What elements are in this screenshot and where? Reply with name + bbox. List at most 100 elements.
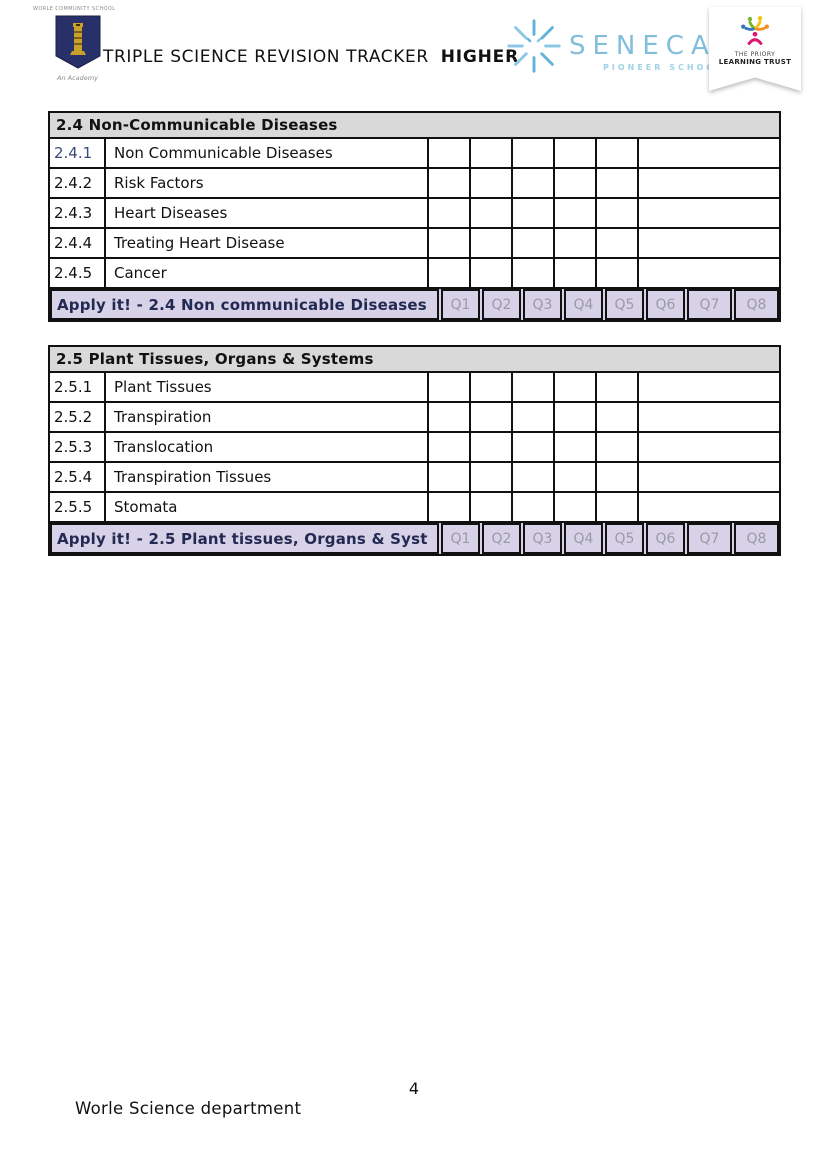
tracker-cell (513, 199, 555, 227)
tracker-cell (597, 169, 639, 197)
question-box-q5: Q5 (605, 523, 644, 554)
tracker-cell (555, 493, 597, 521)
question-box-q6: Q6 (646, 523, 685, 554)
topic-number: 2.5.3 (50, 433, 106, 461)
apply-it-row-2-4: Apply it! - 2.4 Non communicable Disease… (50, 289, 779, 320)
tracker-cell (429, 373, 471, 401)
tracker-row: 2.4.4 Treating Heart Disease (50, 229, 779, 259)
topic-name: Heart Diseases (106, 199, 429, 227)
page-number: 4 (408, 1079, 420, 1098)
page-title: TRIPLE SCIENCE REVISION TRACKER HIGHER (103, 47, 519, 67)
topic-number: 2.5.2 (50, 403, 106, 431)
tracker-row: 2.4.2 Risk Factors (50, 169, 779, 199)
tracker-cell-wide (639, 169, 779, 197)
topic-number: 2.5.5 (50, 493, 106, 521)
tracker-cell (429, 139, 471, 167)
question-box-q1: Q1 (441, 523, 480, 554)
tracker-cell (471, 493, 513, 521)
section-header-2-5: 2.5 Plant Tissues, Organs & Systems (50, 347, 779, 373)
topic-name: Risk Factors (106, 169, 429, 197)
tracker-row: 2.4.5 Cancer (50, 259, 779, 289)
tracker-cell (555, 259, 597, 287)
question-box-q2: Q2 (482, 289, 521, 320)
school-crest-icon (30, 15, 125, 73)
tracker-cell (471, 259, 513, 287)
tracker-row: 2.5.1 Plant Tissues (50, 373, 779, 403)
topic-number: 2.4.3 (50, 199, 106, 227)
seneca-starburst-icon (503, 15, 565, 81)
section-header-2-4: 2.4 Non-Communicable Diseases (50, 113, 779, 139)
tracker-table-2-5: 2.5 Plant Tissues, Organs & Systems 2.5.… (48, 345, 781, 556)
tracker-cell (513, 139, 555, 167)
tracker-row: 2.5.3 Translocation (50, 433, 779, 463)
tracker-cell (471, 433, 513, 461)
seneca-subtitle: PIONEER SCHOOL (603, 63, 725, 72)
topic-name: Cancer (106, 259, 429, 287)
question-box-q2: Q2 (482, 523, 521, 554)
question-box-q1: Q1 (441, 289, 480, 320)
tracker-cell (513, 169, 555, 197)
topic-number: 2.4.1 (50, 139, 106, 167)
tracker-cell (513, 433, 555, 461)
tracker-cell (555, 403, 597, 431)
tracker-cell (555, 139, 597, 167)
question-box-q5: Q5 (605, 289, 644, 320)
tracker-cell (597, 259, 639, 287)
question-box-q7: Q7 (687, 523, 732, 554)
tracker-cell (429, 403, 471, 431)
tracker-row: 2.4.1 Non Communicable Diseases (50, 139, 779, 169)
tracker-cell (555, 433, 597, 461)
topic-number: 2.4.5 (50, 259, 106, 287)
question-box-q3: Q3 (523, 523, 562, 554)
topic-name: Non Communicable Diseases (106, 139, 429, 167)
tracker-cell (513, 259, 555, 287)
tracker-row: 2.5.2 Transpiration (50, 403, 779, 433)
tracker-cell-wide (639, 373, 779, 401)
tracker-cell-wide (639, 433, 779, 461)
tracker-cell-wide (639, 229, 779, 257)
topic-name: Treating Heart Disease (106, 229, 429, 257)
tracker-cell-wide (639, 493, 779, 521)
tracker-cell (555, 199, 597, 227)
priory-trust-name-line1: THE PRIORY (734, 51, 776, 58)
tracker-cell (471, 169, 513, 197)
topic-name: Stomata (106, 493, 429, 521)
question-box-q7: Q7 (687, 289, 732, 320)
tracker-cell (429, 229, 471, 257)
tracker-cell-wide (639, 403, 779, 431)
school-logo: WORLE COMMUNITY SCHOOL An Academy (30, 6, 125, 82)
apply-it-label: Apply it! - 2.5 Plant tissues, Organs & … (50, 523, 439, 554)
topic-number: 2.5.4 (50, 463, 106, 491)
tracker-cell (429, 259, 471, 287)
page-title-text: TRIPLE SCIENCE REVISION TRACKER (103, 47, 429, 67)
question-box-q4: Q4 (564, 289, 603, 320)
tracker-cell (597, 403, 639, 431)
tracker-cell (555, 373, 597, 401)
tracker-cell (597, 373, 639, 401)
tracker-cell (429, 199, 471, 227)
tracker-cell (513, 463, 555, 491)
topic-name: Translocation (106, 433, 429, 461)
tracker-cell (429, 169, 471, 197)
page-title-level: HIGHER (440, 47, 519, 67)
tracker-table-2-4: 2.4 Non-Communicable Diseases 2.4.1 Non … (48, 111, 781, 322)
tracker-cell (555, 229, 597, 257)
department-footer: Worle Science department (75, 1099, 302, 1118)
question-box-q4: Q4 (564, 523, 603, 554)
apply-it-row-2-5: Apply it! - 2.5 Plant tissues, Organs & … (50, 523, 779, 554)
topic-name: Plant Tissues (106, 373, 429, 401)
tracker-cell (555, 169, 597, 197)
tracker-cell-wide (639, 463, 779, 491)
tracker-cell (513, 403, 555, 431)
topic-number: 2.5.1 (50, 373, 106, 401)
question-box-q8: Q8 (734, 289, 779, 320)
tracker-cell (513, 229, 555, 257)
tracker-row: 2.4.3 Heart Diseases (50, 199, 779, 229)
priory-trust-logo: THE PRIORY LEARNING TRUST (709, 7, 801, 91)
seneca-wordmark: SENECA (569, 31, 716, 61)
tracker-cell (597, 229, 639, 257)
priory-emblem-icon (741, 16, 769, 45)
tracker-cell (597, 463, 639, 491)
topic-number: 2.4.2 (50, 169, 106, 197)
